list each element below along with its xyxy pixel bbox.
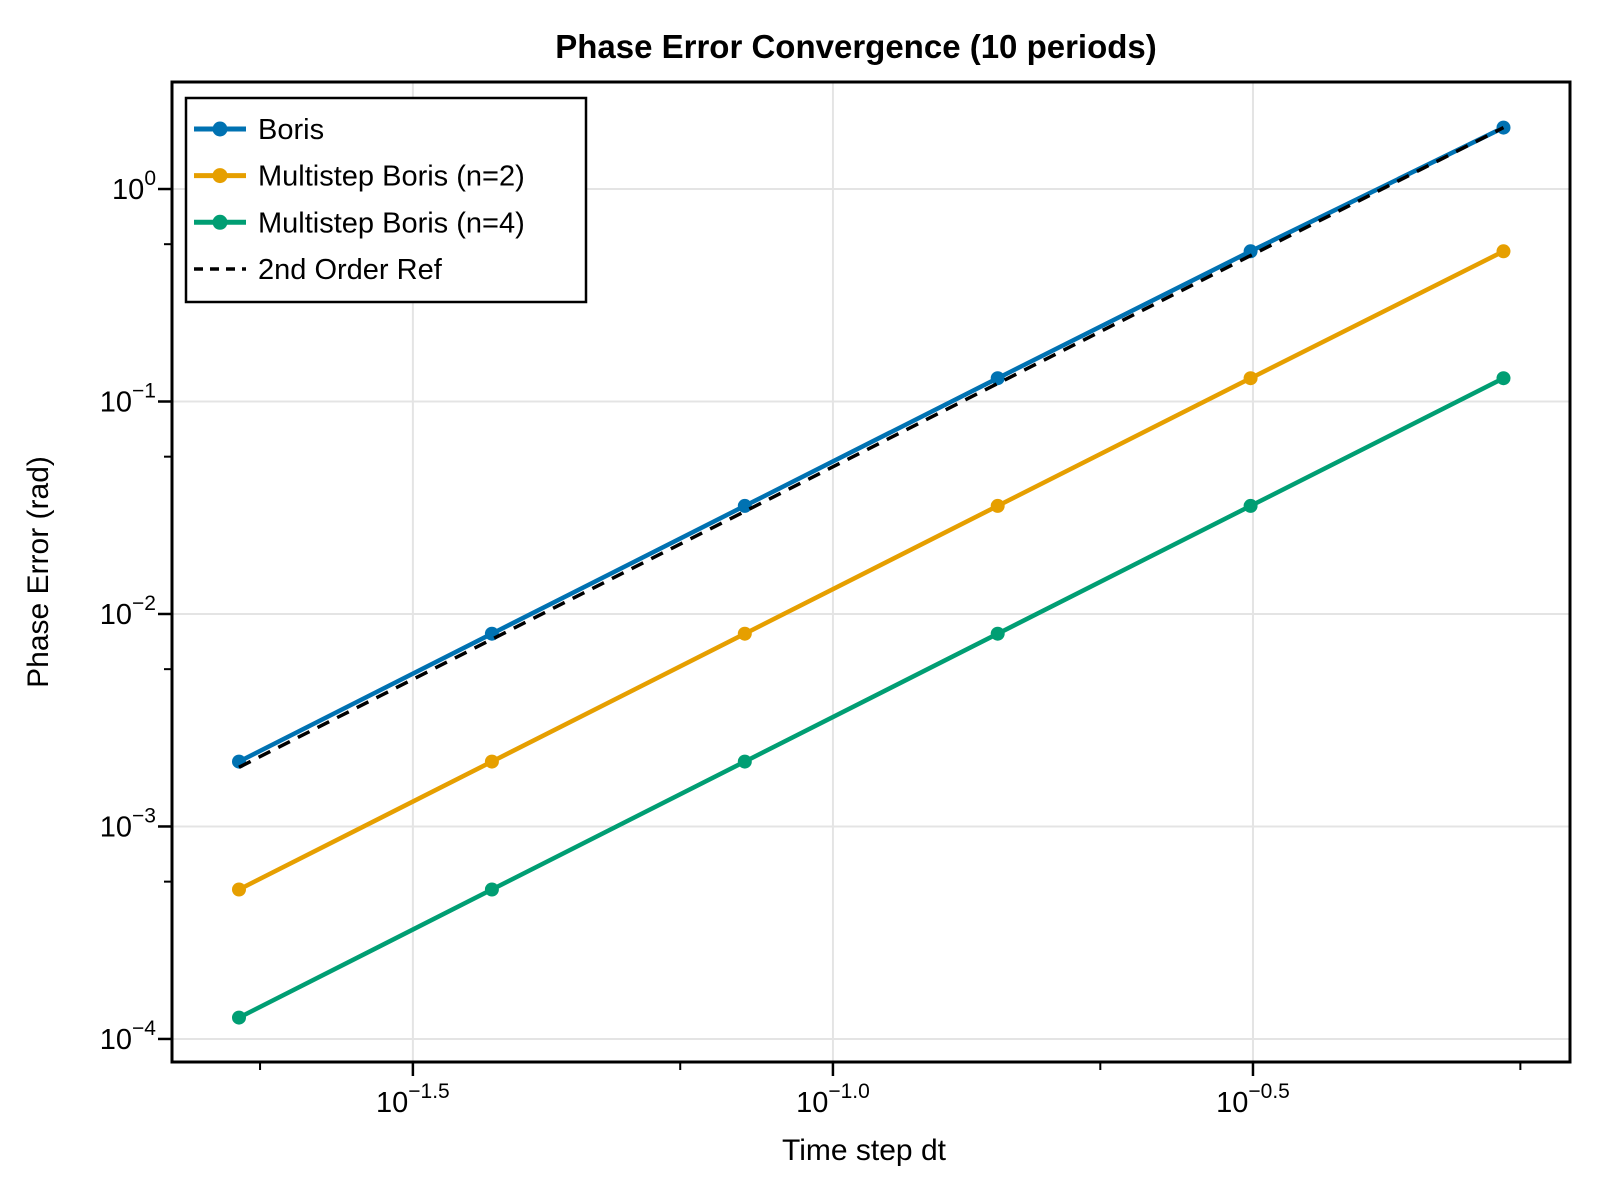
- legend-entry: Multistep Boris (n=4): [194, 207, 525, 239]
- data-point: [232, 882, 246, 897]
- y-axis-label: Phase Error (rad): [22, 456, 55, 688]
- y-tick-label: 10−1: [100, 380, 156, 419]
- legend-label: Multistep Boris (n=4): [258, 207, 525, 239]
- y-tick-label: 100: [112, 167, 156, 206]
- data-point: [1243, 498, 1258, 513]
- series-2: [232, 244, 1511, 897]
- series-line: [237, 376, 1505, 1020]
- tick-layer: 10−1.5 10−1.0 10−0.5 100 10−1 10−2 10−3 10−4: [100, 167, 1522, 1119]
- data-point: [1243, 371, 1258, 386]
- y-tick-label: 10−3: [100, 804, 156, 843]
- y-tick-label: 10−2: [100, 592, 156, 631]
- legend-sample-marker: [212, 168, 228, 184]
- plot-frame: [170, 80, 1572, 1064]
- series-layer: [232, 120, 1511, 1025]
- data-point: [990, 371, 1005, 386]
- x-tick-label: 10−1.5: [376, 1080, 450, 1119]
- legend-label: Boris: [258, 114, 324, 146]
- data-point: [1496, 371, 1511, 386]
- legend-entry: 2nd Order Ref: [194, 254, 443, 286]
- data-point: [737, 498, 752, 513]
- x-axis-label: Time step dt: [782, 1134, 947, 1167]
- legend-entry: Multistep Boris (n=2): [194, 161, 525, 193]
- series-line: [237, 249, 1505, 892]
- legend: Boris Multistep Boris (n=2) Multistep Bori…: [184, 96, 588, 304]
- y-tick-label: 10−4: [100, 1017, 157, 1056]
- legend-sample-marker: [212, 214, 228, 230]
- series-3: [232, 371, 1511, 1025]
- x-tick-label: 10−1.0: [796, 1080, 870, 1119]
- legend-label: Multistep Boris (n=2): [258, 161, 525, 193]
- legend-entry: Boris: [194, 114, 324, 146]
- data-point: [990, 626, 1005, 641]
- series-line: [238, 126, 1505, 769]
- series-4: [238, 126, 1505, 769]
- data-point: [484, 754, 499, 769]
- data-point: [737, 626, 752, 641]
- data-point: [737, 754, 752, 769]
- series-line: [237, 125, 1505, 764]
- data-point: [232, 1010, 246, 1025]
- x-tick-label: 10−0.5: [1216, 1080, 1290, 1119]
- data-point: [1496, 244, 1511, 259]
- chart-title: Phase Error Convergence (10 periods): [555, 28, 1157, 65]
- data-point: [484, 882, 499, 897]
- data-point: [1243, 244, 1258, 259]
- data-point: [990, 498, 1005, 513]
- legend-label: 2nd Order Ref: [258, 254, 443, 286]
- legend-sample-marker: [212, 121, 228, 137]
- legend-box: [184, 96, 588, 304]
